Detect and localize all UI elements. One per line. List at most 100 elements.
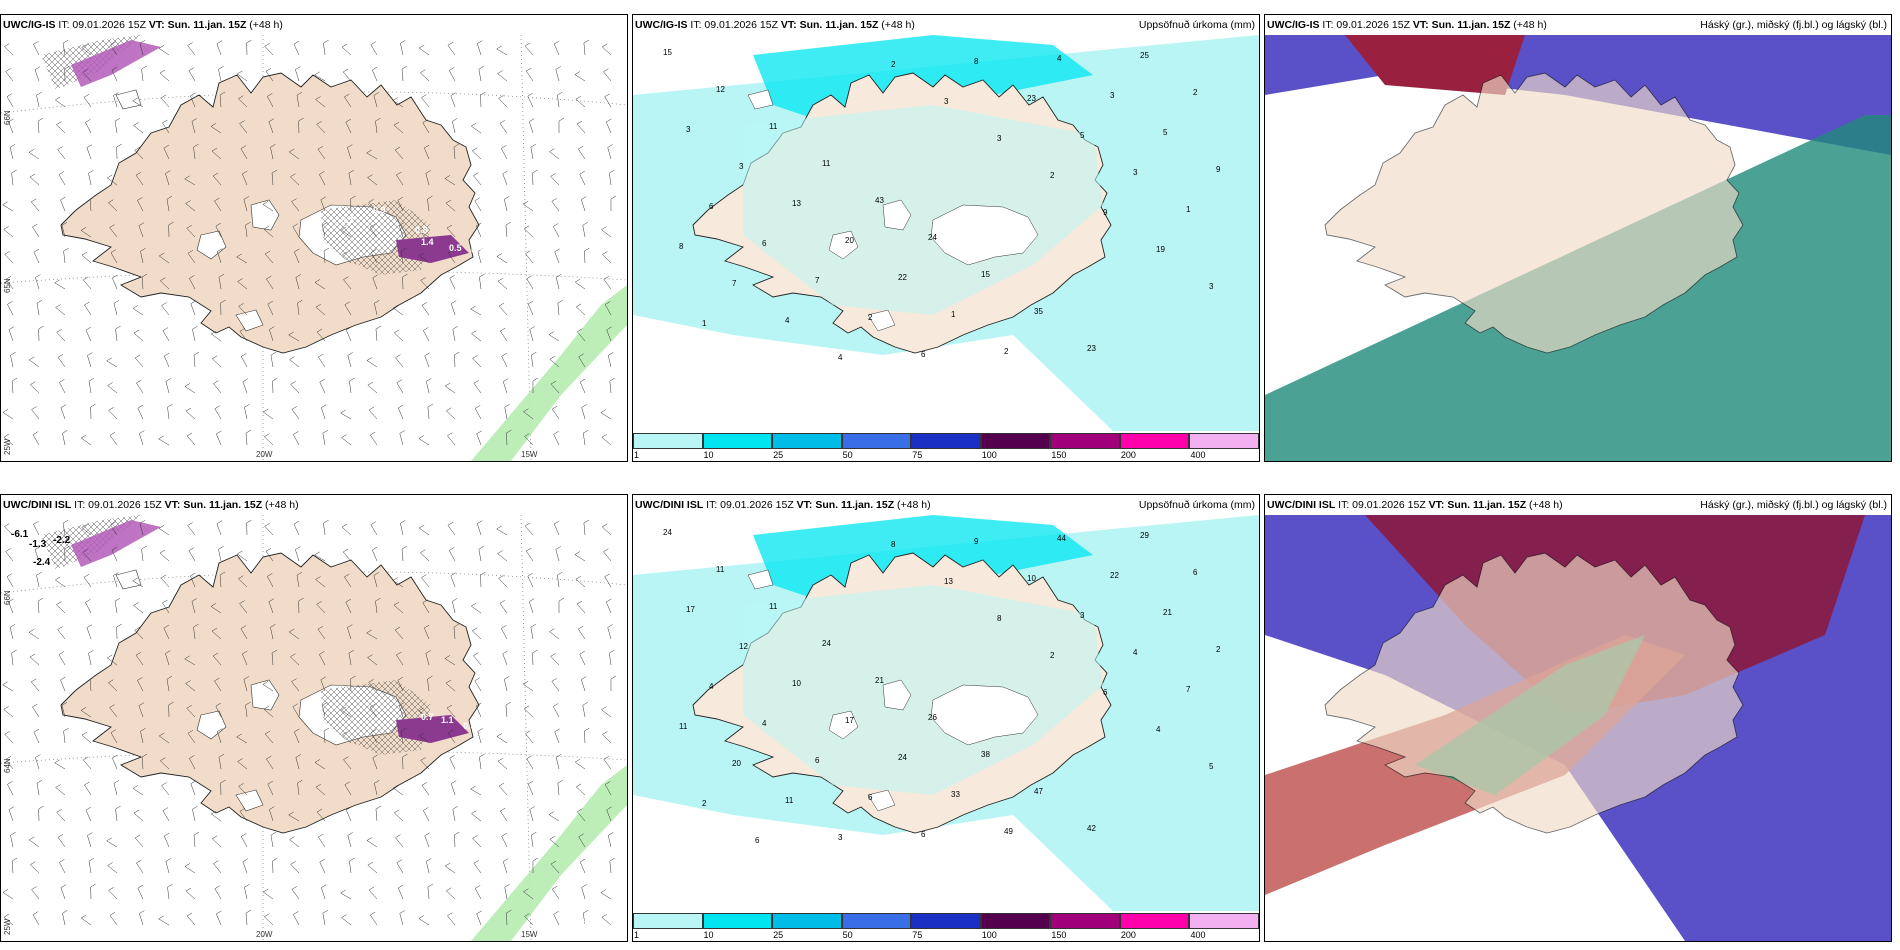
iceland-coastline xyxy=(692,552,1112,834)
precip-value-label: 10 xyxy=(1027,574,1036,583)
colorbar: 1 10 25 50 75 100 150 200 400 xyxy=(633,911,1259,941)
precip-value-label: 1 xyxy=(951,310,956,319)
precip-value-label: 24 xyxy=(663,528,672,537)
precip-value-label: 49 xyxy=(1004,827,1013,836)
purple-patch xyxy=(71,40,161,87)
precip-value-label: 7 xyxy=(732,279,737,288)
wind-value-label: 0.5 xyxy=(449,243,462,253)
precip-value-label: 6 xyxy=(1103,688,1108,697)
wind-value-label: 0.7 xyxy=(341,215,354,225)
colorbar-tick: 10 xyxy=(703,930,714,940)
panel-top-precip: UWC/IG-IS IT: 09.01.2026 15Z VT: Sun. 11… xyxy=(632,14,1260,462)
colorbar-swatch xyxy=(772,433,842,449)
wind-value-label: -1.3 xyxy=(29,539,47,550)
colorbar-swatch xyxy=(1189,913,1259,929)
wind-value-label: 0.5 xyxy=(471,245,484,255)
precip-value-label: 15 xyxy=(663,48,672,57)
precip-value-label: 6 xyxy=(755,836,760,845)
precip-map: 15 12 11 11 43 24 15 35 23 25 2 3 3 13 20 22 1 2 4 3 5 9 6 6 7 2 6… xyxy=(633,35,1259,431)
colorbar-tick: 200 xyxy=(1120,450,1136,460)
precip-value-label: 3 xyxy=(997,134,1002,143)
colorbar-swatch xyxy=(772,913,842,929)
panel-header: UWC/DINI ISL IT: 09.01.2026 15Z VT: Sun.… xyxy=(633,495,1259,515)
precip-value-label: 13 xyxy=(792,199,801,208)
cloud-map xyxy=(1265,35,1891,461)
precip-value-label: 11 xyxy=(769,122,778,131)
grid-label: 64N xyxy=(3,758,12,773)
precip-value-label: 11 xyxy=(769,602,778,611)
colorbar-tick: 25 xyxy=(773,930,784,940)
purple-patch xyxy=(71,520,161,567)
colorbar-tick: 1 xyxy=(634,930,640,940)
iceland-coastline xyxy=(60,72,480,354)
precip-value-label: 25 xyxy=(1140,51,1149,60)
colorbar-swatch xyxy=(633,433,703,449)
wind-barbs xyxy=(2,519,617,926)
precip-value-label: 3 xyxy=(1080,611,1085,620)
colorbar-swatch xyxy=(1050,433,1120,449)
panel-bottom-wind: UWC/DINI ISL IT: 09.01.2026 15Z VT: Sun.… xyxy=(0,494,628,942)
precip-value-label: 11 xyxy=(785,796,794,805)
precip-value-label: 6 xyxy=(709,202,714,211)
precip-value-label: 3 xyxy=(838,833,843,842)
precip-map: 24 11 11 24 21 26 38 47 42 29 6 17 12 10 17 24 33 49 44 22 2… xyxy=(633,515,1259,911)
precip-value-label: 24 xyxy=(898,753,907,762)
colorbar-tick: 150 xyxy=(1051,930,1067,940)
wind-value-label: 0.7 xyxy=(421,712,434,722)
precip-value-label: 2 xyxy=(1050,651,1055,660)
precip-value-label: 9 xyxy=(1103,208,1108,217)
precip-value-label: 20 xyxy=(732,759,741,768)
panel-bottom-precip: UWC/DINI ISL IT: 09.01.2026 15Z VT: Sun.… xyxy=(632,494,1260,942)
precip-value-label: 7 xyxy=(1186,685,1191,694)
precip-value-label: 4 xyxy=(785,316,790,325)
precip-value-label: 11 xyxy=(822,159,831,168)
colorbar-swatch xyxy=(702,433,773,449)
wind-value-label: 0.5 xyxy=(463,721,476,731)
precip-value-label: 35 xyxy=(1034,307,1043,316)
precip-value-label: 15 xyxy=(981,270,990,279)
colorbar-swatch xyxy=(841,433,912,449)
precip-value-label: 6 xyxy=(815,756,820,765)
precip-value-label: 8 xyxy=(679,242,684,251)
wind-value-label: -6.1 xyxy=(11,529,29,540)
precip-value-label: 21 xyxy=(1163,608,1172,617)
precip-value-label: 2 xyxy=(891,60,896,69)
grid-label: 20W xyxy=(256,930,273,939)
colorbar-swatch xyxy=(1119,913,1190,929)
iceland-coastline xyxy=(1324,552,1744,834)
wind-map: 0.7 0.9 1.4 0.5 0.5 0.8 20W 15W 25W 65N 66N xyxy=(1,35,627,461)
colorbar-tick: 50 xyxy=(842,930,853,940)
precip-value-label: 17 xyxy=(686,605,695,614)
precip-value-label: 38 xyxy=(981,750,990,759)
wind-value-label: 0.4 xyxy=(89,567,102,577)
precip-value-label: 1 xyxy=(1186,205,1191,214)
precip-value-label: 17 xyxy=(845,716,854,725)
precip-value-label: 3 xyxy=(1209,282,1214,291)
colorbar-tick: 100 xyxy=(981,930,997,940)
colorbar-swatch xyxy=(702,913,773,929)
wind-value-label: 0.8 xyxy=(415,225,428,235)
precip-value-label: 2 xyxy=(702,799,707,808)
precip-value-label: 11 xyxy=(679,722,688,731)
precip-value-label: 5 xyxy=(1080,131,1085,140)
colorbar-tick: 100 xyxy=(981,450,997,460)
precip-value-label: 13 xyxy=(944,577,953,586)
precip-value-label: 12 xyxy=(716,85,725,94)
precip-value-label: 6 xyxy=(921,350,926,359)
colorbar-swatch xyxy=(911,913,981,929)
precip-value-label: 23 xyxy=(1027,94,1036,103)
precip-value-label: 19 xyxy=(1156,245,1165,254)
colorbar-tick: 200 xyxy=(1120,930,1136,940)
panel-top-wind: UWC/IG-IS IT: 09.01.2026 15Z VT: Sun. 11… xyxy=(0,14,628,462)
panel-header: UWC/DINI ISL IT: 09.01.2026 15Z VT: Sun.… xyxy=(1265,495,1891,515)
panel-header: UWC/DINI ISL IT: 09.01.2026 15Z VT: Sun.… xyxy=(1,495,627,515)
colorbar: 1 10 25 50 75 100 150 200 400 xyxy=(633,431,1259,461)
colorbar-tick: 50 xyxy=(842,450,853,460)
iceland-coastline xyxy=(60,552,480,834)
colorbar-swatch xyxy=(1189,433,1259,449)
colorbar-tick: 400 xyxy=(1190,930,1206,940)
precip-value-label: 22 xyxy=(1110,571,1119,580)
precip-value-label: 20 xyxy=(845,236,854,245)
precip-value-label: 2 xyxy=(1193,88,1198,97)
panel-header: UWC/IG-IS IT: 09.01.2026 15Z VT: Sun. 11… xyxy=(1265,15,1891,35)
